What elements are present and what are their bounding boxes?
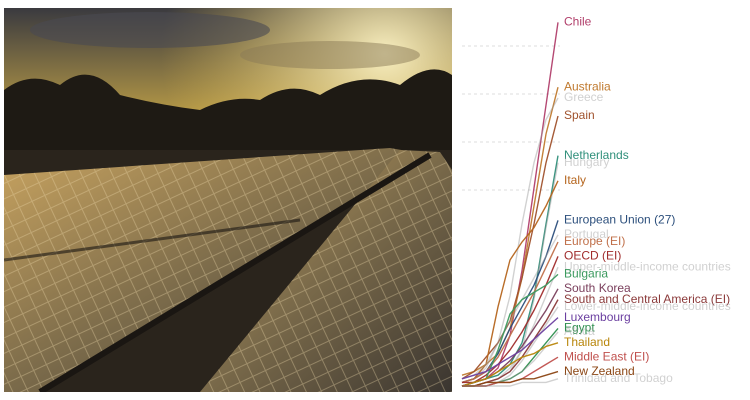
photo xyxy=(4,8,452,392)
series-label: Egypt xyxy=(564,321,595,335)
series-label: Portugal xyxy=(564,227,609,241)
series-label: South and Central America (EI) xyxy=(564,292,730,306)
series-line xyxy=(461,342,559,387)
series-line xyxy=(462,370,559,387)
series-label: European Union (27) xyxy=(564,213,675,227)
series-label: Italy xyxy=(564,173,586,187)
series-label: Lower-middle-income countries xyxy=(564,299,731,313)
series-label: Trinidad and Tobago xyxy=(564,371,673,385)
series-line xyxy=(461,180,559,384)
series-label: Middle East (EI) xyxy=(564,349,649,363)
series-label: Netherlands xyxy=(564,148,629,162)
series-label: Luxembourg xyxy=(564,310,631,324)
series-label: Hungary xyxy=(564,155,609,169)
series-label: Europe (EI) xyxy=(564,234,625,248)
series-line xyxy=(461,317,559,380)
series-line xyxy=(461,234,559,380)
series-label: Thailand xyxy=(564,335,610,349)
series-line xyxy=(461,241,559,384)
series-label: New Zealand xyxy=(564,364,635,378)
series-line xyxy=(462,256,559,384)
series-label: Bulgaria xyxy=(564,267,608,281)
series-label: South Korea xyxy=(564,281,631,295)
series-line xyxy=(462,378,559,387)
series-label: Chile xyxy=(564,15,592,29)
series-label: Greece xyxy=(564,90,604,104)
series-label: Upper-middle-income countries xyxy=(564,259,731,273)
series-label: Africa xyxy=(564,324,595,338)
series-label: Spain xyxy=(564,108,595,122)
series-line xyxy=(462,162,559,387)
series-label: Australia xyxy=(564,79,611,93)
series-line xyxy=(461,115,559,380)
series-label: OECD (EI) xyxy=(564,249,621,263)
series-line xyxy=(461,97,559,384)
